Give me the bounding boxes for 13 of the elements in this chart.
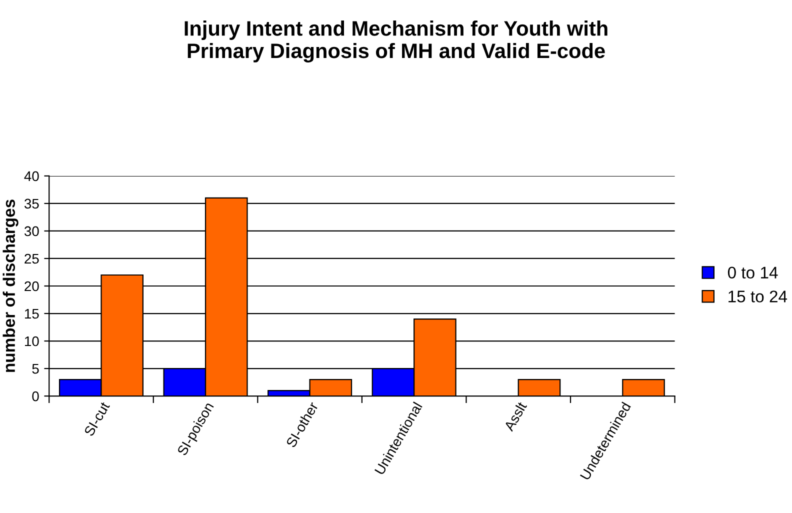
legend-label: 0 to 14 — [728, 266, 778, 279]
y-tick-label: 35 — [24, 198, 39, 209]
y-tick-label: 10 — [24, 336, 39, 346]
y-tick-label: 40 — [24, 171, 39, 182]
y-tick-label: 30 — [24, 226, 39, 236]
y-tick-label: 5 — [32, 364, 39, 374]
y-tick-label: 20 — [24, 281, 39, 292]
y-tick-label: 15 — [24, 308, 39, 319]
legend-label: 15 to 24 — [728, 290, 788, 302]
y-tick-label: 0 — [32, 391, 39, 402]
chart-title: Injury Intent and Mechanism for Youth with Primary Diagnosis of MH and Valid E-code — [184, 20, 608, 62]
y-axis-title: number of discharges — [2, 200, 18, 372]
y-tick-label: 25 — [24, 254, 39, 264]
